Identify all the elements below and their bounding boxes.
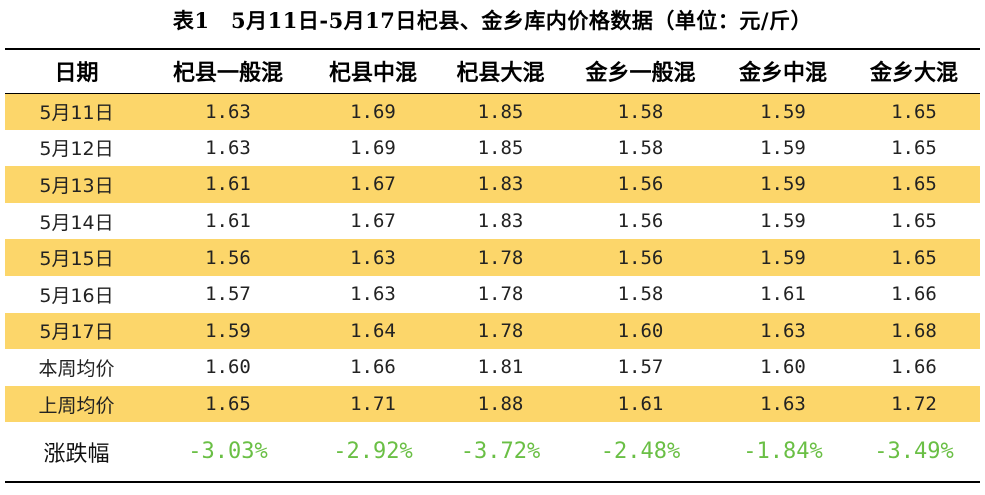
table-cell: 1.59 [718,166,848,203]
row-label: 5月16日 [39,284,114,307]
table-cell: 1.61 [205,210,251,233]
table-cell: 1.60 [760,356,806,379]
row-label: 5月17日 [5,312,148,350]
change-cell: -3.49% [874,439,954,465]
table-cell: 1.72 [848,385,980,423]
table-cell: 1.83 [438,166,563,203]
table-cell: 1.68 [848,312,980,350]
table-cell: 1.65 [148,385,308,423]
price-table: 日期 杞县一般混 杞县中混 杞县大混 金乡一般混 金乡中混 金乡大混 5月11日… [5,48,980,483]
table-cell: 1.78 [438,312,563,350]
table-cell: 1.78 [477,283,524,306]
table-cell: 1.64 [308,312,438,350]
table-cell: 1.58 [563,93,718,130]
table-cell: 1.56 [148,239,308,276]
table-cell: 1.65 [848,93,980,130]
table-cell: 1.59 [148,312,308,350]
table-row-this-week-avg: 本周均价 1.60 1.66 1.81 1.57 1.60 1.66 [5,349,980,386]
table-cell: 1.63 [718,385,848,423]
table-cell: 1.58 [617,283,664,306]
table-cell: 1.63 [718,312,848,350]
table-row: 5月15日 1.56 1.63 1.78 1.56 1.59 1.65 [5,239,980,276]
header-qixian-general: 杞县一般混 [172,61,283,87]
table-cell: 1.63 [350,283,396,306]
table-cell: 1.78 [438,239,563,276]
table-cell: 1.85 [438,93,563,130]
row-label: 5月13日 [5,166,148,203]
change-cell: -3.72% [460,439,541,465]
table-row: 5月16日 1.57 1.63 1.78 1.58 1.61 1.66 [5,276,980,313]
table-cell: 1.85 [477,136,524,159]
table-cell: 1.71 [308,385,438,423]
table-cell: 1.61 [760,283,806,306]
table-cell: 1.63 [148,93,308,130]
table-cell: 1.59 [718,93,848,130]
table-row-change: 涨跌幅 -3.03% -2.92% -3.72% -2.48% -1.84% -… [5,422,980,483]
table-row: 5月14日 1.61 1.67 1.83 1.56 1.59 1.65 [5,203,980,240]
change-cell: -1.84% [743,439,823,465]
table-cell: 1.65 [891,210,937,233]
table-cell: 1.57 [617,356,664,379]
table-cell: 1.63 [308,239,438,276]
table-row-last-week-avg: 上周均价 1.65 1.71 1.88 1.61 1.63 1.72 [5,385,980,423]
table-cell: 1.83 [477,210,524,233]
table-cell: 1.57 [205,283,251,306]
table-title: 表1 5月11日-5月17日杞县、金乡库内价格数据（单位：元/斤） [172,8,813,33]
table-cell: 1.58 [617,136,664,159]
table-cell: 1.65 [848,239,980,276]
header-date: 日期 [54,61,99,87]
table-cell: 1.59 [760,136,806,159]
table-cell: 1.56 [563,239,718,276]
table-cell: 1.65 [848,166,980,203]
row-label: 上周均价 [5,385,148,423]
row-label: 5月11日 [5,93,148,130]
table-cell: 1.67 [308,166,438,203]
change-cell: -3.03% [188,439,268,465]
header-qixian-large: 杞县大混 [456,61,545,87]
row-label: 5月14日 [39,211,114,234]
table-cell: 1.63 [205,136,251,159]
table-cell: 1.59 [718,239,848,276]
table-row: 5月11日 1.63 1.69 1.85 1.58 1.59 1.65 [5,93,980,130]
table-cell: 1.59 [760,210,806,233]
table-cell: 1.61 [563,385,718,423]
table-cell: 1.60 [205,356,251,379]
header-row: 日期 杞县一般混 杞县中混 杞县大混 金乡一般混 金乡中混 金乡大混 [5,49,980,93]
table-row: 5月12日 1.63 1.69 1.85 1.58 1.59 1.65 [5,130,980,167]
table-row: 5月13日 1.61 1.67 1.83 1.56 1.59 1.65 [5,166,980,203]
header-qixian-medium: 杞县中混 [328,61,417,87]
table-cell: 1.56 [563,166,718,203]
table-cell: 1.69 [350,136,396,159]
table-cell: 1.65 [891,136,937,159]
header-jinxiang-large: 金乡大混 [869,61,958,87]
change-cell: -2.48% [600,439,681,465]
header-jinxiang-general: 金乡一般混 [585,61,696,87]
table-cell: 1.88 [438,385,563,423]
table-cell: 1.61 [148,166,308,203]
row-label: 5月12日 [39,138,114,161]
table-cell: 1.66 [891,283,937,306]
table-cell: 1.66 [350,356,396,379]
table-cell: 1.69 [308,93,438,130]
table-cell: 1.81 [477,356,524,379]
table-cell: 1.66 [891,356,937,379]
table-cell: 1.56 [617,210,664,233]
change-cell: -2.92% [333,439,413,465]
row-label: 5月15日 [5,239,148,276]
row-label: 本周均价 [38,357,115,380]
table-cell: 1.60 [563,312,718,350]
header-jinxiang-medium: 金乡中混 [738,61,827,87]
table-cell: 1.67 [350,210,396,233]
row-label: 涨跌幅 [43,441,110,467]
table-row: 5月17日 1.59 1.64 1.78 1.60 1.63 1.68 [5,312,980,350]
